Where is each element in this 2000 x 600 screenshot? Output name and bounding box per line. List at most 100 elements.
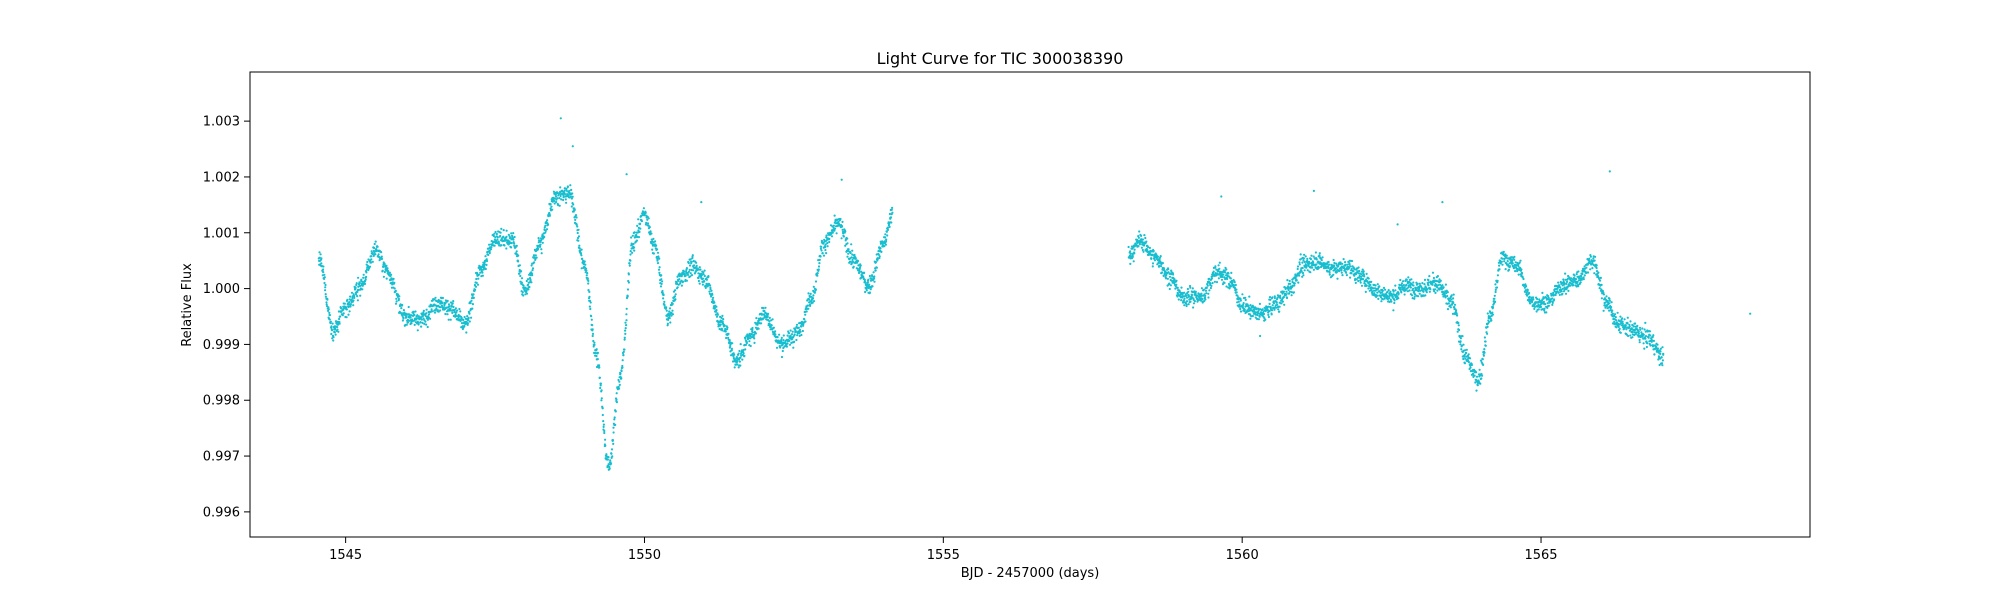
data-point (427, 315, 430, 318)
data-point (609, 462, 613, 465)
data-point (420, 318, 423, 321)
data-point (352, 293, 355, 296)
data-point (1636, 324, 1639, 327)
data-point (381, 269, 384, 272)
data-point (1273, 295, 1276, 298)
data-point (485, 263, 488, 266)
data-point (668, 317, 671, 320)
data-point (741, 358, 744, 361)
data-point (1367, 287, 1370, 290)
data-point (833, 214, 836, 217)
data-point (1464, 357, 1467, 360)
data-point (1201, 298, 1204, 301)
x-tick-label: 1560 (1226, 548, 1259, 563)
data-point (1525, 285, 1528, 288)
data-point (362, 276, 365, 279)
data-point (885, 230, 889, 233)
data-point (339, 315, 342, 318)
data-point (889, 216, 893, 219)
data-point (817, 268, 820, 271)
data-point (1418, 292, 1421, 295)
data-point (1603, 297, 1607, 300)
data-point (1394, 284, 1397, 287)
data-point (891, 211, 894, 214)
data-point (1260, 311, 1263, 314)
data-point (1629, 320, 1632, 323)
data-point (1279, 297, 1282, 300)
data-point (884, 233, 887, 236)
data-point (1423, 283, 1426, 286)
data-point (1408, 289, 1411, 292)
data-point (1150, 257, 1153, 260)
data-point (1166, 277, 1169, 280)
data-point (665, 309, 668, 312)
data-point (1229, 277, 1232, 280)
data-point (649, 230, 652, 233)
data-point (370, 258, 373, 261)
data-point (1625, 328, 1628, 331)
data-point (1449, 304, 1452, 307)
data-point (840, 237, 843, 240)
data-point (826, 242, 829, 245)
data-point (1494, 288, 1497, 291)
data-point (488, 243, 491, 246)
data-point (596, 351, 600, 354)
data-point (1365, 284, 1368, 287)
data-point (1188, 284, 1192, 288)
data-point (1153, 259, 1157, 262)
data-point (1421, 282, 1424, 285)
data-point (1461, 335, 1464, 338)
data-point (1610, 301, 1613, 304)
data-point (1442, 286, 1445, 289)
data-point (1192, 306, 1195, 309)
data-point (1137, 236, 1140, 239)
data-point (1159, 260, 1162, 263)
data-point (518, 264, 522, 267)
data-point (1546, 306, 1549, 309)
data-point (531, 274, 534, 277)
data-point (733, 353, 736, 356)
data-point (487, 253, 490, 256)
data-point (1449, 306, 1452, 309)
data-point (615, 392, 618, 395)
data-point (1227, 272, 1230, 275)
data-point (763, 309, 766, 313)
data-point (1418, 287, 1421, 290)
data-point (610, 448, 614, 451)
data-point (1217, 277, 1220, 280)
data-point (327, 306, 330, 309)
data-point (427, 313, 431, 316)
data-point (608, 467, 611, 470)
data-point (1137, 235, 1140, 238)
data-point (532, 254, 536, 257)
data-point (598, 364, 601, 367)
data-point (685, 267, 689, 270)
data-point (1610, 306, 1613, 309)
data-point (562, 198, 565, 202)
data-point (1456, 330, 1459, 333)
data-point (678, 278, 681, 281)
data-point (534, 254, 537, 257)
data-point (1221, 283, 1225, 286)
data-point (1542, 300, 1545, 304)
data-point (355, 282, 358, 285)
data-point (1450, 294, 1453, 297)
data-point (1151, 262, 1155, 265)
data-point (1211, 281, 1214, 285)
data-point (1482, 363, 1485, 366)
data-point (1444, 296, 1447, 299)
data-point (697, 276, 700, 279)
data-point (835, 232, 838, 235)
data-point (1528, 291, 1531, 295)
data-point (1271, 304, 1274, 307)
data-point (1572, 281, 1575, 284)
data-point (480, 268, 483, 271)
data-point (1282, 296, 1285, 299)
data-point (1457, 324, 1460, 327)
data-point (874, 261, 878, 264)
data-point (1605, 295, 1608, 298)
data-point (656, 248, 659, 251)
data-point (502, 229, 505, 232)
data-point (562, 196, 565, 199)
data-point (325, 303, 328, 306)
